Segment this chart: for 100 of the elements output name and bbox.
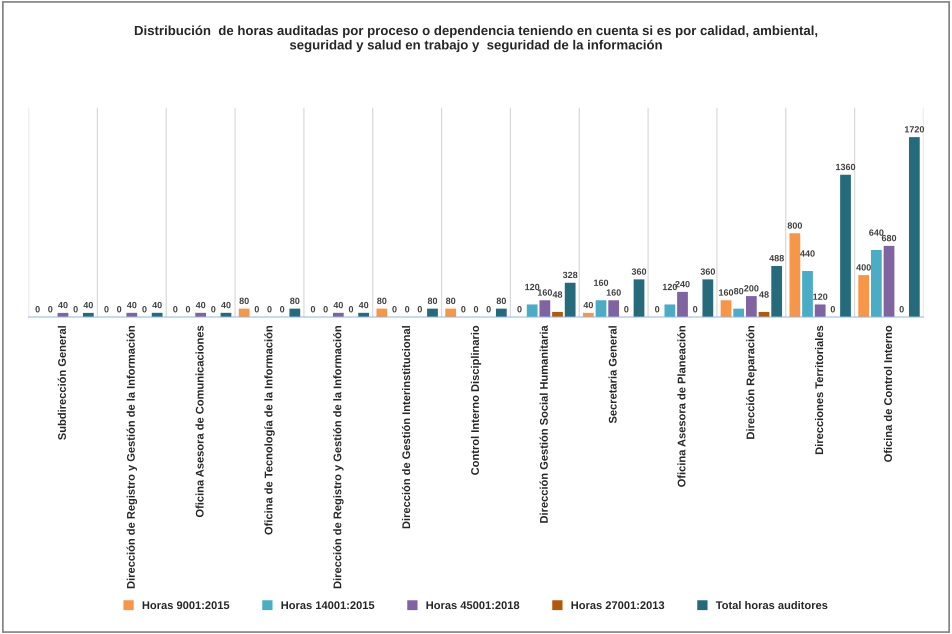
bar bbox=[539, 300, 550, 317]
bar bbox=[376, 308, 388, 317]
data-label: 40 bbox=[333, 302, 343, 308]
bar bbox=[677, 292, 688, 317]
data-label: 0 bbox=[348, 306, 354, 312]
data-label: 640 bbox=[869, 229, 884, 236]
bar bbox=[814, 304, 826, 317]
data-label: 160 bbox=[594, 280, 608, 286]
bar bbox=[427, 308, 438, 317]
bar bbox=[496, 308, 507, 317]
data-label: 0 bbox=[324, 306, 328, 312]
x-tick-label: Oficina de Control Interno bbox=[884, 326, 892, 462]
data-label: 240 bbox=[675, 280, 690, 288]
data-label: 488 bbox=[769, 254, 784, 262]
data-label: 80 bbox=[446, 298, 456, 304]
bar bbox=[870, 250, 882, 317]
legend-label: Horas 45001:2018 bbox=[426, 601, 520, 610]
bar bbox=[771, 266, 782, 317]
data-label: 440 bbox=[800, 250, 815, 257]
data-label: 0 bbox=[267, 306, 272, 312]
data-label: 80 bbox=[377, 298, 386, 304]
bar bbox=[702, 279, 714, 317]
data-label: 0 bbox=[693, 306, 698, 312]
data-label: 40 bbox=[358, 302, 368, 308]
data-label: 200 bbox=[744, 285, 759, 292]
bar bbox=[802, 270, 813, 317]
bar bbox=[238, 308, 250, 317]
data-label: 360 bbox=[700, 268, 716, 275]
x-tick-label: Oficina Asesora de Comunicaciones bbox=[195, 326, 204, 518]
bar bbox=[596, 300, 606, 317]
data-label: 0 bbox=[655, 306, 660, 312]
x-tick-label: Oficina de Tecnología de la Información bbox=[264, 326, 275, 535]
data-label: 160 bbox=[538, 289, 552, 296]
bar bbox=[664, 304, 676, 317]
data-label: 0 bbox=[104, 306, 109, 312]
data-label: 0 bbox=[392, 306, 397, 312]
legend-label: Total horas auditores bbox=[716, 600, 828, 610]
x-tick-label: Subdirección General bbox=[58, 326, 66, 440]
bar bbox=[634, 279, 644, 317]
bar bbox=[720, 300, 732, 317]
data-label: 0 bbox=[900, 306, 904, 312]
data-label: 120 bbox=[813, 293, 828, 300]
data-label: 80 bbox=[239, 298, 249, 304]
data-label: 680 bbox=[882, 234, 896, 242]
data-label: 0 bbox=[418, 306, 422, 312]
x-tick-label: Dirección de Gestión Interinstitucional bbox=[402, 326, 410, 528]
legend-label: Horas 9001:2015 bbox=[142, 601, 230, 610]
data-label: 48 bbox=[759, 291, 769, 298]
data-label: 40 bbox=[126, 302, 136, 308]
data-label: 0 bbox=[461, 306, 466, 312]
data-label: 0 bbox=[186, 306, 190, 312]
data-label: 40 bbox=[583, 302, 593, 308]
data-label: 0 bbox=[280, 306, 284, 312]
data-label: 160 bbox=[606, 289, 621, 296]
bar bbox=[733, 308, 744, 317]
bar bbox=[552, 312, 563, 317]
data-label: 120 bbox=[525, 284, 540, 290]
data-label: 80 bbox=[428, 298, 438, 304]
data-label: 0 bbox=[405, 306, 410, 312]
bar bbox=[840, 174, 851, 317]
data-label: 48 bbox=[552, 291, 562, 298]
data-label: 0 bbox=[517, 306, 522, 312]
bar bbox=[289, 308, 300, 317]
data-label: 0 bbox=[624, 306, 628, 312]
data-label: 328 bbox=[562, 272, 578, 278]
data-label: 400 bbox=[856, 264, 871, 271]
data-label: 0 bbox=[474, 306, 478, 312]
bar bbox=[746, 296, 757, 317]
legend-label: Horas 27001:2013 bbox=[571, 601, 664, 610]
data-label: 360 bbox=[632, 268, 646, 275]
x-tick-label: Oficina Asesora de Planeación bbox=[677, 326, 686, 487]
data-label: 1360 bbox=[836, 164, 856, 170]
data-label: 0 bbox=[486, 306, 491, 312]
data-label: 80 bbox=[734, 288, 744, 294]
legend-label: Horas 14001:2015 bbox=[281, 601, 374, 610]
data-label: 0 bbox=[73, 306, 78, 312]
x-tick-label: Dirección de Registro y Gestión de la Información bbox=[333, 326, 344, 588]
x-tick-label: Direcciones Territoriales bbox=[815, 326, 824, 454]
data-label: 0 bbox=[310, 306, 316, 312]
x-tick-label: Control Interno Disciplinario bbox=[470, 326, 482, 475]
data-label: 0 bbox=[173, 306, 178, 312]
x-tick-label: Dirección de Registro y Gestión de la Información bbox=[126, 326, 138, 588]
data-label: 80 bbox=[496, 298, 506, 304]
data-label: 160 bbox=[719, 289, 734, 296]
data-label: 40 bbox=[196, 302, 206, 308]
x-tick-label: Dirección Gestión Social Humanitaria bbox=[540, 325, 548, 523]
x-tick-label: Secretaria General bbox=[608, 326, 617, 424]
data-label: 40 bbox=[152, 302, 162, 308]
data-label: 0 bbox=[142, 306, 147, 312]
bar bbox=[858, 275, 870, 317]
bar bbox=[608, 300, 620, 317]
bar bbox=[445, 308, 456, 317]
bar bbox=[526, 304, 538, 317]
bar bbox=[908, 137, 920, 317]
data-label: 40 bbox=[58, 302, 68, 308]
data-label: 0 bbox=[830, 306, 835, 312]
data-label: 40 bbox=[83, 302, 93, 308]
bar bbox=[884, 246, 894, 317]
bar bbox=[789, 233, 800, 317]
bar bbox=[758, 312, 770, 317]
